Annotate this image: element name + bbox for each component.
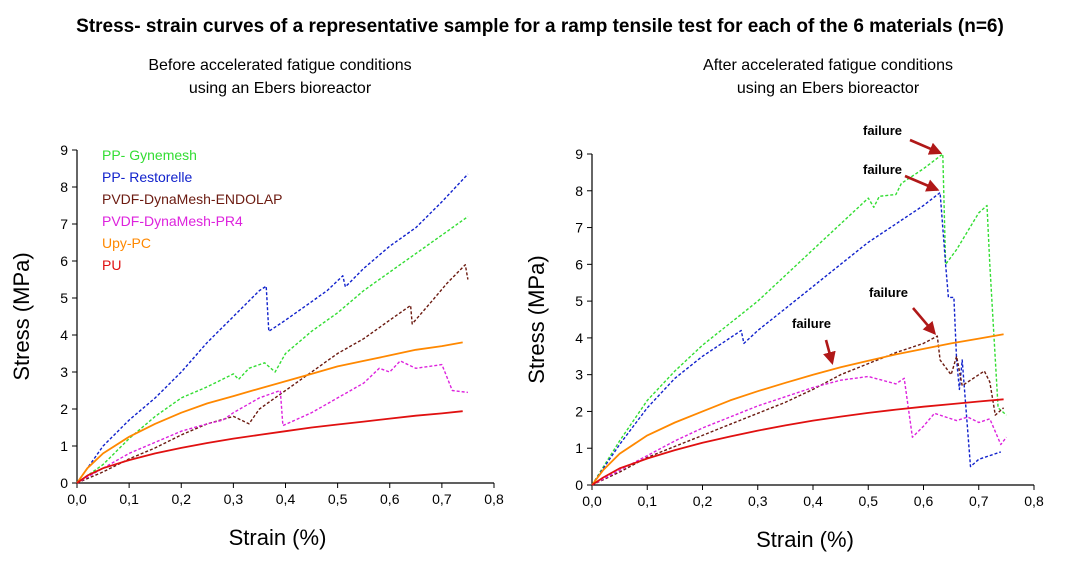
failure-arrow [912,307,936,336]
y-tick-label: 4 [60,327,68,343]
x-tick-label: 0,7 [432,491,452,507]
y-tick-label: 3 [60,364,68,380]
x-tick-label: 0,5 [859,493,879,509]
failure-annotation-label: failure [792,316,831,331]
y-axis-label: Stress (MPa) [524,255,549,383]
x-tick-label: 0,3 [224,491,244,507]
series-line-pvdf-dynamesh-endolap [76,264,469,484]
left-chart-panel: 0,0 0,1 0,2 0,3 0,4 0,5 0,6 0,7 0,8 0 1 2 3 4 5 6 7 8 9 Str… [9,142,504,550]
y-axis-label: Stress (MPa) [9,252,34,380]
left-subtitle-line-1: Before accelerated fatigue conditions [148,57,412,74]
right-panel-subtitle: After accelerated fatigue conditions usi… [618,54,1038,100]
y-tick-label: 8 [575,183,583,199]
x-tick-label: 0,0 [582,493,602,509]
x-tick-label: 0,5 [328,491,348,507]
y-tick-label: 2 [575,403,583,419]
x-axis-label: Strain (%) [229,525,327,550]
y-tick-label: 6 [575,256,583,272]
series-line-upy-pc [591,333,1004,486]
series-line-pvdf-dynamesh-pr4 [76,360,468,484]
failure-annotation-label: failure [863,123,902,138]
x-tick-label: 0,1 [638,493,658,509]
y-tick-label: 5 [575,293,583,309]
x-tick-label: 0,1 [119,491,139,507]
y-tick-label: 7 [60,216,68,232]
y-tick-label: 9 [575,146,583,162]
series-line-pvdf-dynamesh-endolap [591,335,1005,486]
legend-entry-pp-gynemesh: PP- Gynemesh [102,147,197,163]
chart-title: Stress- strain curves of a representativ… [76,16,1004,37]
series-line-pvdf-dynamesh-pr4 [591,375,1007,486]
x-tick-label: 0,2 [693,493,713,509]
failure-arrow [904,174,940,192]
y-tick-label: 1 [60,438,68,454]
legend-entry-pu: PU [102,257,121,273]
legend-entry-pvdf-dynamesh-endolap: PVDF-DynaMesh-ENDOLAP [102,191,283,207]
y-tick-label: 7 [575,220,583,236]
right-chart-panel: 0,0 0,1 0,2 0,3 0,4 0,5 0,6 0,7 0,8 0 1 2 3 4 5 6 7 8 9 Str… [524,123,1044,552]
failure-annotation-label: failure [869,285,908,300]
y-tick-label: 2 [60,401,68,417]
x-tick-label: 0,8 [484,491,504,507]
x-tick-label: 0,6 [914,493,934,509]
failure-annotation-label: failure [863,162,902,177]
x-tick-label: 0,4 [276,491,296,507]
x-tick-label: 0,0 [67,491,87,507]
x-tick-label: 0,7 [969,493,989,509]
x-tick-label: 0,6 [380,491,400,507]
series-line-pp-gynemesh [591,153,1007,486]
left-panel-subtitle: Before accelerated fatigue conditions us… [70,54,490,100]
y-tick-label: 3 [575,367,583,383]
series-line-upy-pc [76,341,463,484]
series-line-pp-restorelle [591,191,1002,486]
y-tick-label: 8 [60,179,68,195]
y-tick-label: 4 [575,330,583,346]
failure-arrow [909,138,943,155]
legend-entry-pvdf-dynamesh-pr4: PVDF-DynaMesh-PR4 [102,213,243,229]
right-subtitle-line-2: using an Ebers bioreactor [736,80,920,97]
series-line-pp-restorelle [76,173,469,484]
series-line-pu [591,398,1004,486]
x-tick-label: 0,2 [172,491,192,507]
series-line-pu [76,410,463,484]
right-subtitle-line-1: After accelerated fatigue conditions [703,57,953,74]
x-axis-label: Strain (%) [756,527,854,552]
y-tick-label: 9 [60,142,68,158]
legend-entry-pp-restorelle: PP- Restorelle [102,169,192,185]
x-tick-label: 0,3 [748,493,768,509]
y-tick-label: 1 [575,440,583,456]
x-tick-label: 0,8 [1024,493,1044,509]
legend-entry-upy-pc: Upy-PC [102,235,151,251]
left-subtitle-line-2: using an Ebers bioreactor [188,80,372,97]
y-tick-label: 6 [60,253,68,269]
x-tick-label: 0,4 [803,493,823,509]
failure-arrow [823,339,836,365]
series-line-pp-gynemesh [76,216,469,484]
y-tick-label: 0 [60,475,68,491]
y-tick-label: 0 [575,477,583,493]
y-tick-label: 5 [60,290,68,306]
